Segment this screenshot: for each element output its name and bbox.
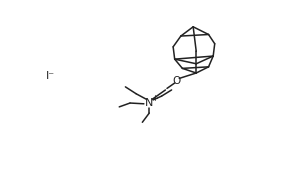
- Text: +: +: [151, 94, 158, 103]
- Text: O: O: [173, 76, 181, 86]
- Text: I⁻: I⁻: [45, 71, 55, 81]
- Text: N: N: [145, 98, 153, 108]
